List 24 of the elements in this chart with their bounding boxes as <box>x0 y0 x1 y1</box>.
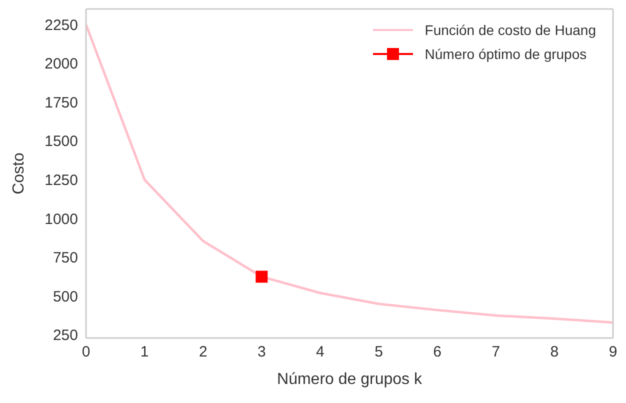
y-tick-label: 1000 <box>44 210 78 228</box>
y-tick-label: 2250 <box>44 16 78 34</box>
line-series <box>86 23 613 324</box>
y-axis-title: Costo <box>10 152 28 194</box>
y-tick-label: 1500 <box>44 133 78 150</box>
x-tick-label: 3 <box>257 344 266 361</box>
y-tick-label: 250 <box>52 327 78 344</box>
x-tick-label: 8 <box>550 344 559 361</box>
y-tick-label: 750 <box>52 250 78 267</box>
y-tick-label: 1750 <box>44 94 78 112</box>
legend-label: Función de costo de Huang <box>424 22 596 38</box>
y-tick-label: 2000 <box>44 56 78 73</box>
x-tick-label: 9 <box>608 344 618 361</box>
x-tick-label: 1 <box>140 344 149 361</box>
x-tick-label: 4 <box>316 344 324 361</box>
y-tick-label: 500 <box>52 288 78 306</box>
legend-label: Número óptimo de grupos <box>424 46 587 62</box>
x-tick-label: 6 <box>433 344 442 361</box>
x-tick-label: 2 <box>198 344 208 361</box>
x-tick-label: 0 <box>82 344 90 361</box>
x-axis-title: Número de grupos k <box>277 371 423 388</box>
y-tick-label: 1250 <box>44 172 78 190</box>
x-tick-label: 5 <box>374 344 383 361</box>
x-tick-label: 7 <box>492 344 500 361</box>
